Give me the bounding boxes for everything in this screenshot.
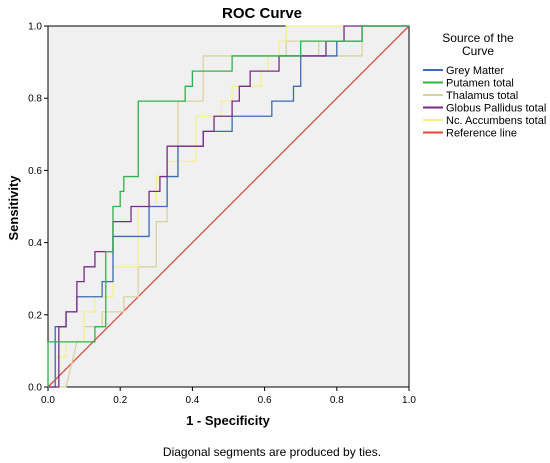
series-line-putamen-total [47, 25, 409, 387]
x-tick-label: 1.0 [402, 395, 416, 406]
legend-label: Nc. Accumbens total [446, 115, 546, 127]
y-tick-label: 0.6 [28, 166, 42, 177]
legend-title-line-2: Curve [462, 44, 494, 58]
y-tick-label: 1.0 [28, 22, 42, 33]
legend-label: Globus Pallidus total [446, 103, 546, 115]
x-tick-label: 0.0 [41, 395, 55, 406]
legend-label: Thalamus total [446, 90, 518, 102]
series-line-reference-line [47, 25, 410, 388]
series-line-globus-pallidus-total [48, 25, 409, 388]
y-tick-label: 0.4 [28, 238, 42, 249]
legend-title-line-1: Source of the [442, 31, 514, 45]
x-axis-label: 1 - Specificity [186, 413, 271, 428]
footnote: Diagonal segments are produced by ties. [163, 445, 381, 459]
x-tick-label: 0.4 [185, 395, 199, 406]
x-tick-label: 0.8 [330, 395, 344, 406]
y-tick-label: 0.2 [28, 310, 42, 321]
axis-ticks: 0.0 0.2 0.4 0.6 0.8 1.0 0.0 0.2 0.4 0.6 0.8 1.0 [28, 22, 416, 407]
legend-label: Putamen total [446, 78, 514, 90]
x-tick-label: 0.2 [113, 395, 127, 406]
x-tick-label: 0.6 [258, 395, 272, 406]
y-axis-label: Sensitivity [6, 175, 21, 241]
chart-title: ROC Curve [222, 5, 302, 22]
y-tick-label: 0.0 [28, 383, 42, 394]
y-tick-label: 0.8 [28, 94, 42, 105]
legend-label: Reference line [446, 128, 517, 140]
series-lines [47, 25, 410, 388]
legend-label: Grey Matter [446, 65, 504, 77]
